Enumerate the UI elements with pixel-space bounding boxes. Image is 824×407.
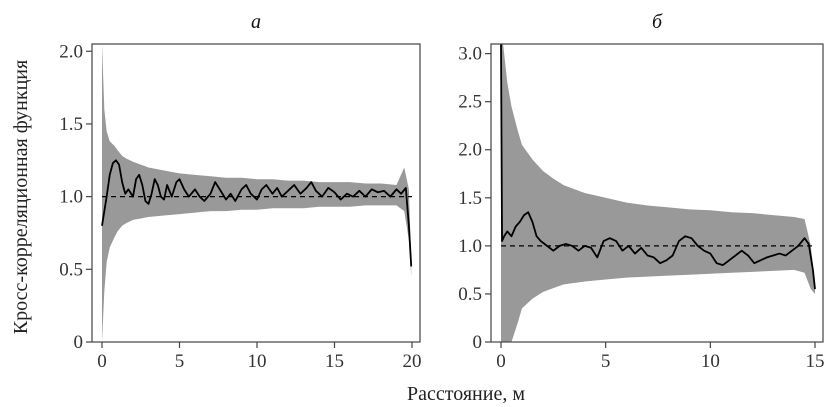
y-tick-label: 2.0 (59, 41, 83, 62)
ccf-line (101, 159, 413, 267)
x-tick-label: 10 (248, 351, 267, 372)
chart-panel-a: 0 0.5 1.0 1.5 2.0 0 5 10 15 20 а (59, 11, 421, 372)
y-tick-label: 3.0 (458, 44, 482, 65)
y-tick-label: 1.5 (458, 188, 482, 209)
x-tick-label: 5 (601, 351, 611, 372)
panel-title: б (652, 11, 663, 33)
x-tick-label: 15 (325, 351, 344, 372)
x-tick-label: 20 (403, 351, 422, 372)
y-tick-label: 2.0 (458, 140, 482, 161)
plot-frame (490, 43, 824, 343)
y-tick-label: 1.5 (59, 114, 83, 135)
confidence-band (102, 44, 412, 342)
y-tick-label: 0 (473, 332, 483, 353)
ccf-line (500, 44, 816, 290)
x-tick-label: 5 (175, 351, 185, 372)
plot-area (500, 44, 816, 342)
y-tick-label: 0.5 (59, 259, 83, 280)
y-tick-label: 0 (74, 332, 84, 353)
y-tick-label: 1.0 (59, 187, 83, 208)
x-tick-label: 0 (496, 351, 506, 372)
x-axis-title: Расстояние, м (407, 383, 525, 405)
x-tick-label: 10 (701, 351, 720, 372)
panel-title: а (251, 11, 261, 33)
confidence-band (501, 44, 815, 342)
y-tick-label: 2.5 (458, 92, 482, 113)
plot-area (101, 44, 413, 342)
x-tick-label: 15 (806, 351, 824, 372)
chart-panel-b: 0 0.5 1.0 1.5 2.0 2.5 3.0 0 5 10 15 б (458, 11, 824, 372)
y-axis-title: Кросс-корреляционная функция (10, 60, 32, 334)
y-tick-label: 0.5 (458, 284, 482, 305)
plot-frame (91, 43, 421, 343)
x-tick-label: 0 (97, 351, 107, 372)
y-tick-label: 1.0 (458, 236, 482, 257)
